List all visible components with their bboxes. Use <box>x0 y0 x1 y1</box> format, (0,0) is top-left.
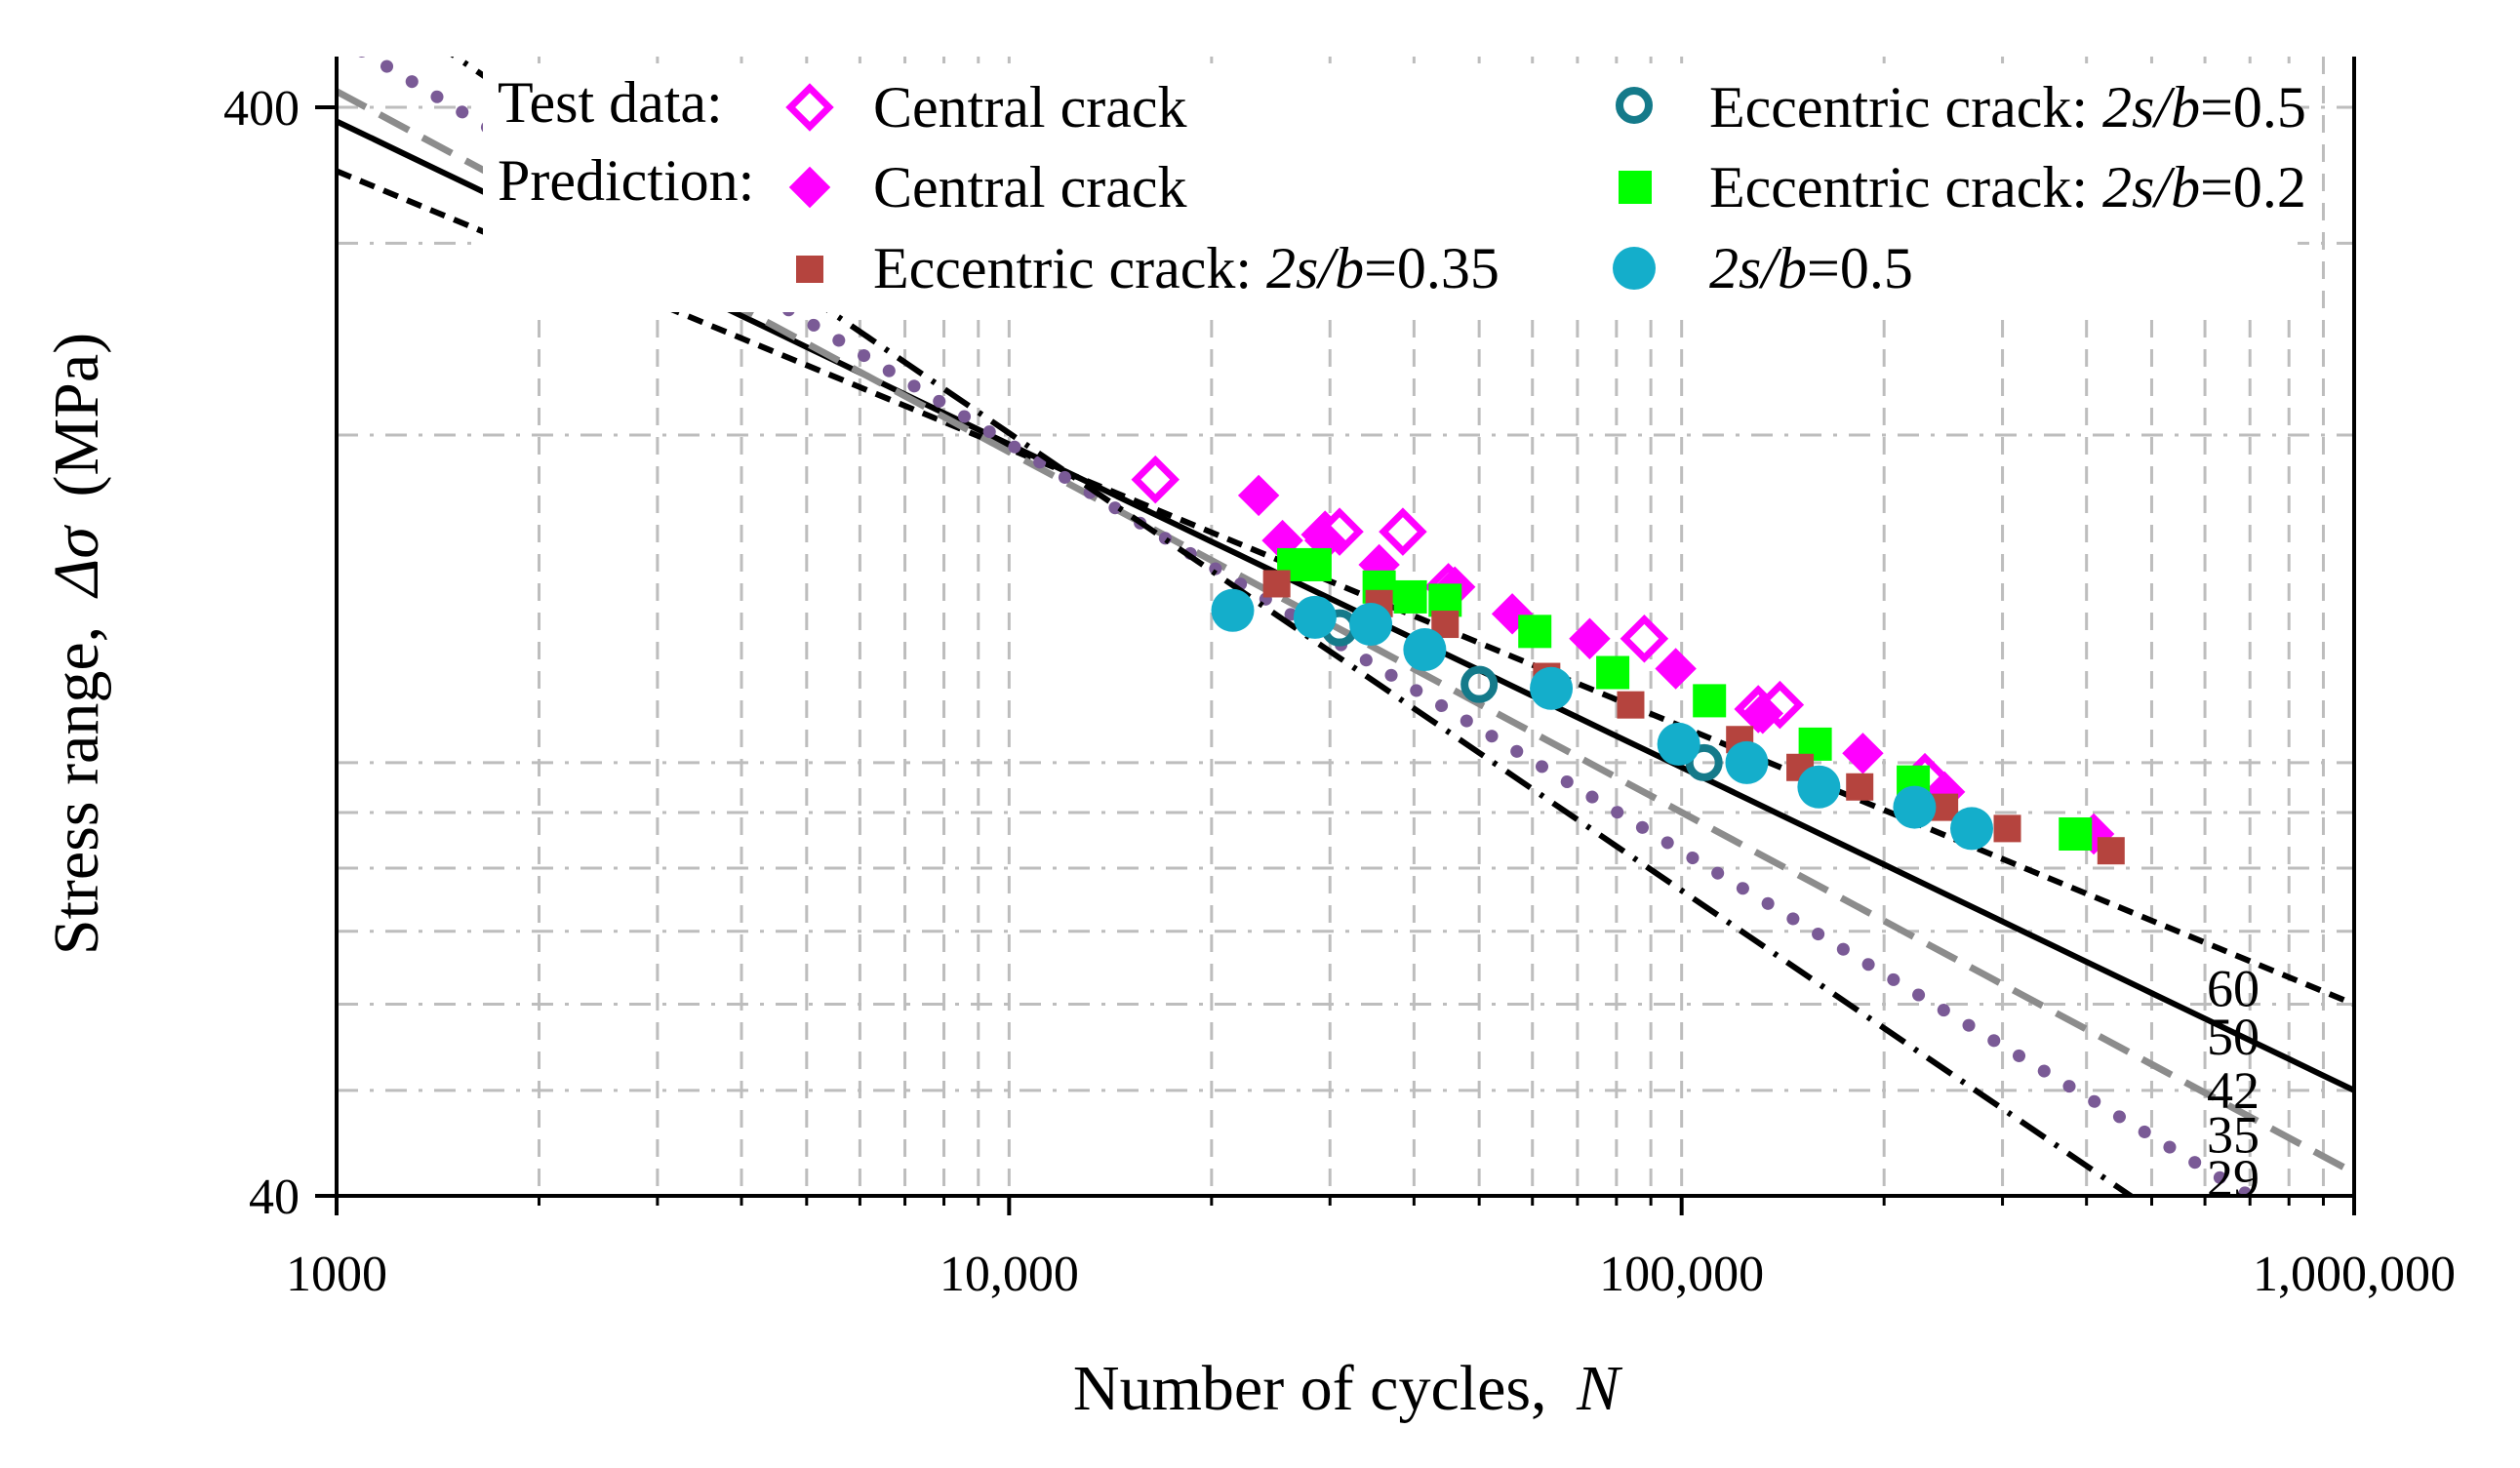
x-axis-title-var: N <box>1576 1353 1623 1424</box>
curve-label-35: 35 <box>2207 1106 2260 1165</box>
legend-text-pred-central: Central crack <box>873 155 1186 219</box>
marker-pred_central <box>1237 474 1280 517</box>
legend-prediction-label: Prediction: <box>498 148 754 213</box>
marker-pred_ecc05 <box>1349 603 1393 647</box>
marker-pred_ecc05 <box>1950 807 1994 851</box>
data-markers <box>1131 455 2125 865</box>
marker-test_ecc05 <box>1460 665 1499 703</box>
x-tick-label: 10,000 <box>940 1247 1079 1302</box>
x-tick-label: 1,000,000 <box>2253 1247 2456 1302</box>
legend-marker-pred-ecc05 <box>1613 247 1656 290</box>
legend-text-pred-ecc05: 2s/b=0.5 <box>1709 236 1913 300</box>
x-axis-title: Number of cycles, N <box>1073 1353 1623 1424</box>
curve-label-50: 50 <box>2207 1008 2260 1066</box>
legend-text-pred-ecc035-main: Eccentric crack: <box>873 236 1266 300</box>
marker-pred_ecc035 <box>1993 814 2021 843</box>
axes <box>335 57 2356 1198</box>
legend-text-pred-ecc02: Eccentric crack: 2s/b=0.2 <box>1709 155 2306 219</box>
marker-pred_ecc035 <box>1617 691 1645 719</box>
legend-marker-test-ecc05 <box>1616 87 1653 124</box>
marker-test_central <box>1620 614 1669 663</box>
legend-background <box>483 63 2298 312</box>
x-tick-label: 1000 <box>286 1247 387 1302</box>
x-axis-title-text: Number of cycles, <box>1073 1353 1547 1424</box>
marker-pred_ecc02 <box>1518 615 1552 649</box>
marker-pred_ecc02 <box>1693 684 1727 718</box>
marker-pred_ecc05 <box>1725 740 1769 784</box>
marker-pred_ecc05 <box>1530 666 1574 710</box>
marker-pred_ecc05 <box>1797 765 1841 809</box>
marker-pred_ecc05 <box>1893 785 1937 829</box>
marker-pred_ecc02 <box>1393 579 1427 614</box>
marker-pred_ecc02 <box>2059 816 2093 851</box>
y-tick-label: 40 <box>249 1170 300 1225</box>
marker-pred_ecc02 <box>1596 655 1630 690</box>
marker-pred_ecc05 <box>1211 588 1255 632</box>
sn-curve-35 <box>358 57 2262 1196</box>
marker-pred_central <box>1842 733 1884 774</box>
y-axis-title: Stress range, Δσ (MPa) <box>41 333 112 955</box>
legend-marker-pred-ecc035 <box>796 256 823 283</box>
marker-pred_ecc05 <box>1403 628 1447 672</box>
axis-ticks: 1000 10,000 100,000 1,000,000 40 400 <box>223 81 2456 1302</box>
marker-test_central <box>1379 507 1427 556</box>
legend-text-pred-ecc02-value: =0.2 <box>2200 155 2306 219</box>
legend-text-pred-ecc035: Eccentric crack: 2s/b=0.35 <box>873 236 1500 300</box>
curve-label-29: 29 <box>2207 1149 2260 1208</box>
marker-pred_ecc035 <box>1846 773 1874 801</box>
curve-label-60: 60 <box>2207 960 2260 1018</box>
marker-pred_ecc05 <box>1657 722 1700 766</box>
y-axis-title-unit: (MPa) <box>41 333 112 497</box>
marker-pred_central <box>1569 617 1611 659</box>
legend-text-test-ecc05-var: 2s/b <box>2102 75 2200 139</box>
legend-text-test-ecc05-main: Eccentric crack: <box>1709 75 2102 139</box>
y-tick-label: 400 <box>223 81 300 137</box>
y-axis-title-var: Δσ <box>41 525 112 600</box>
legend-text-pred-ecc035-var: 2s/b <box>1266 236 1364 300</box>
x-tick-label: 100,000 <box>1599 1247 1764 1302</box>
legend-text-pred-ecc02-var: 2s/b <box>2102 155 2200 219</box>
legend-text-pred-ecc05-var: 2s/b <box>1709 236 1807 300</box>
marker-pred_ecc05 <box>1293 595 1337 639</box>
legend-text-test-ecc05: Eccentric crack: 2s/b=0.5 <box>1709 75 2306 139</box>
marker-pred_ecc02 <box>1298 547 1332 581</box>
marker-test_central <box>1131 455 1180 504</box>
legend-marker-test-central <box>785 83 834 132</box>
legend-text-pred-ecc02-main: Eccentric crack: <box>1709 155 2102 219</box>
curve-label-42: 42 <box>2207 1061 2260 1120</box>
sn-curve-42 <box>337 88 2354 1176</box>
marker-pred_central <box>1655 648 1697 690</box>
marker-pred_central <box>1741 693 1783 734</box>
legend-text-pred-ecc05-value: =0.5 <box>1807 236 1913 300</box>
legend-marker-pred-ecc02 <box>1619 171 1652 204</box>
legend: Test data: Prediction: Central crack Ecc… <box>483 63 2306 312</box>
legend-text-pred-ecc035-value: =0.35 <box>1364 236 1500 300</box>
y-axis-title-text: Stress range, <box>41 626 112 955</box>
legend-test-data-label: Test data: <box>498 70 723 135</box>
marker-pred_ecc035 <box>2097 837 2125 865</box>
legend-text-test-ecc05-value: =0.5 <box>2200 75 2306 139</box>
marker-pred_ecc035 <box>1262 570 1291 598</box>
legend-text-test-central: Central crack <box>873 75 1186 139</box>
